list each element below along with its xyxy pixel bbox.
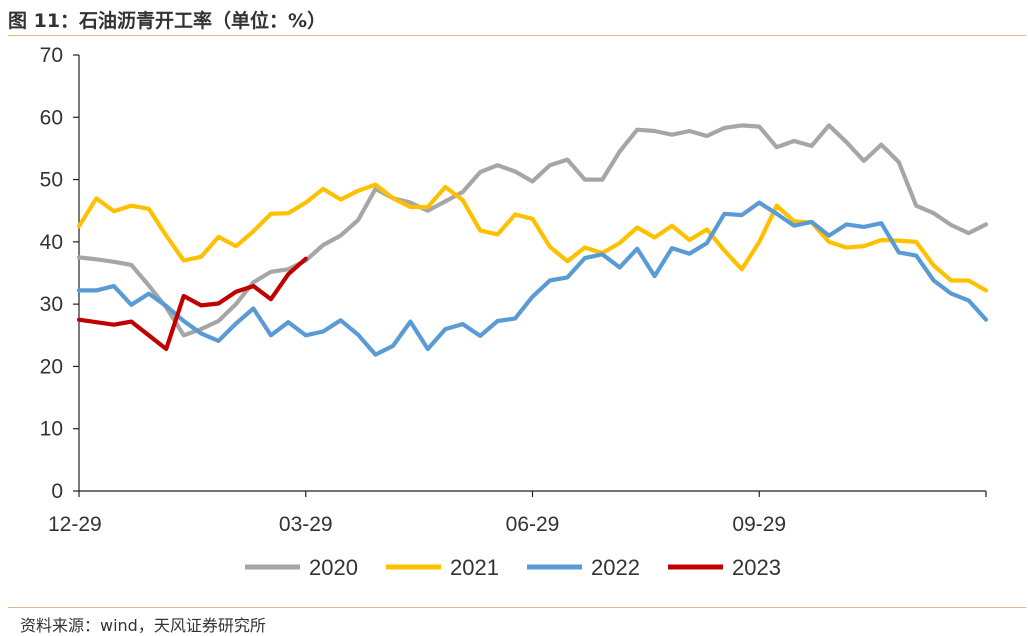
source-note: 资料来源：wind，天风证券研究所 [20,616,266,635]
x-tick-label: 03-29 [279,513,333,536]
top-divider [8,35,1026,36]
y-axis: 0 10 20 30 40 50 60 70 [40,44,80,503]
chart-title: 图 11：石油沥青开工率（单位：%） [8,10,327,32]
y-tick-label: 70 [40,44,63,67]
y-tick-label: 10 [40,418,63,441]
legend-label-2022: 2022 [591,555,640,580]
legend-label-2023: 2023 [732,555,781,580]
y-tick-label: 40 [40,231,63,254]
series-line-2023 [76,256,308,352]
y-tick-label: 50 [40,169,63,192]
x-tick-label: 09-29 [732,513,786,536]
series-line-2020 [76,123,989,338]
legend-label-2021: 2021 [450,555,499,580]
line-chart: 0 10 20 30 40 50 60 70 12-29 03-29 06-29 09-29 202… [40,44,989,580]
series-line-2021 [76,182,989,293]
series-lines [76,123,989,357]
x-tick-label: 06-29 [506,513,560,536]
y-tick-label: 0 [51,480,63,503]
bottom-divider [8,607,1026,608]
legend: 2020 2021 2022 2023 [245,555,781,580]
legend-label-2020: 2020 [309,555,358,580]
x-axis: 12-29 03-29 06-29 09-29 [48,490,987,536]
y-tick-label: 20 [40,355,63,378]
y-tick-label: 30 [40,293,63,316]
x-tick-label: 12-29 [48,513,102,536]
series-line-2022 [76,200,989,357]
y-tick-label: 60 [40,106,63,129]
